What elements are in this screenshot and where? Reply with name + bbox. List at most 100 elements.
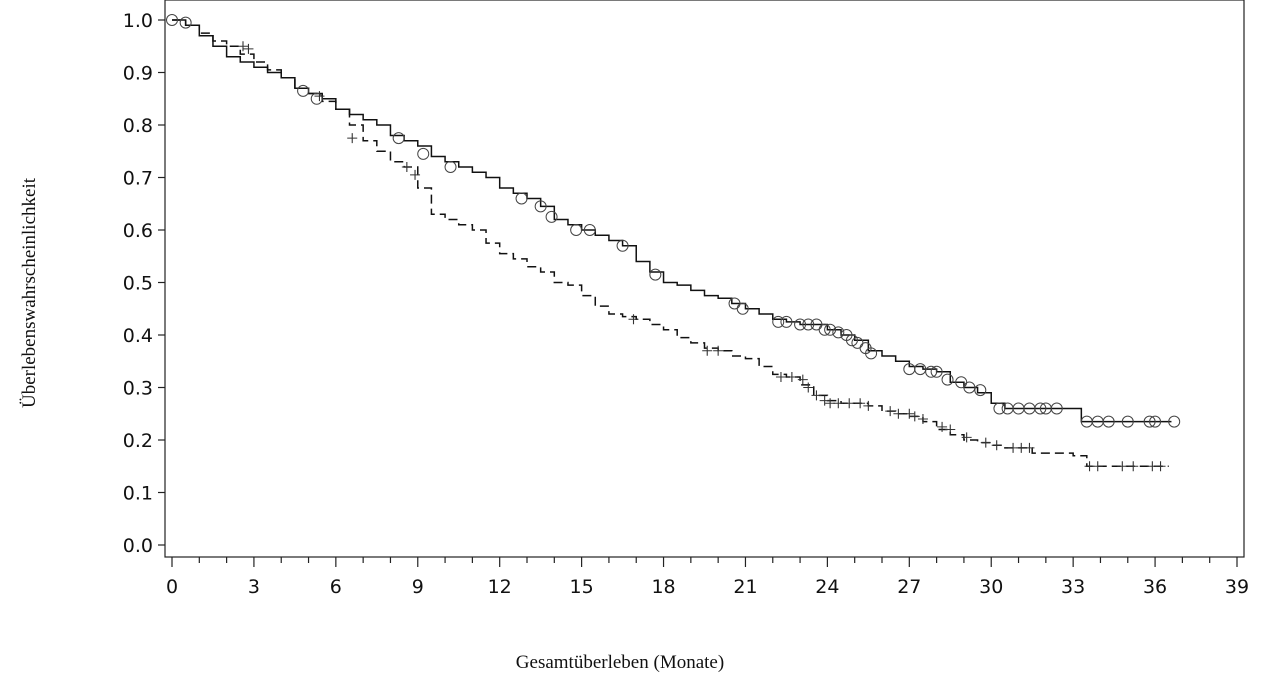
- x-tick-label: 21: [733, 576, 757, 598]
- censor-plus-marker: [713, 345, 724, 356]
- censor-circle-marker: [417, 147, 430, 160]
- censor-plus-marker: [937, 421, 948, 432]
- censor-plus-marker: [844, 398, 855, 409]
- censor-circle-marker: [166, 14, 178, 26]
- censor-circle-marker: [444, 161, 457, 173]
- censor-plus-marker: [238, 41, 248, 52]
- censor-plus-marker: [1128, 461, 1139, 472]
- censor-circle-marker: [974, 384, 987, 397]
- y-tick-label: 0.0: [123, 535, 153, 557]
- y-tick-label: 0.3: [123, 378, 153, 400]
- censor-plus-marker: [917, 414, 928, 424]
- censor-plus-marker: [243, 43, 254, 54]
- censor-plus-marker: [961, 432, 972, 443]
- censor-circle-marker: [616, 239, 629, 252]
- plot-frame: [164, 0, 1245, 558]
- series-line-2: [172, 19, 1169, 467]
- censor-plus-marker: [803, 382, 814, 393]
- x-tick-label: 9: [412, 576, 424, 598]
- y-tick-label: 0.4: [123, 325, 153, 347]
- censor-circle-marker: [794, 318, 807, 331]
- censor-circle-marker: [824, 323, 837, 336]
- censor-plus-marker: [1117, 461, 1128, 472]
- x-tick-label: 27: [897, 576, 921, 598]
- censor-circle-marker: [570, 224, 583, 236]
- censor-circle-marker: [845, 334, 858, 347]
- censor-circle-marker: [736, 302, 749, 315]
- censor-circle-marker: [1121, 415, 1134, 428]
- x-tick-label: 15: [570, 576, 594, 598]
- y-tick-label: 0.1: [123, 483, 153, 505]
- y-tick-label: 0.8: [123, 115, 153, 137]
- censor-plus-marker: [797, 374, 808, 385]
- censor-circle-marker: [179, 16, 192, 29]
- censor-circle-marker: [1168, 415, 1181, 428]
- censor-plus-marker: [702, 345, 713, 356]
- x-tick-label: 30: [979, 576, 1003, 598]
- y-tick-label: 0.9: [123, 63, 153, 85]
- censor-circle-marker: [772, 315, 785, 328]
- censor-plus-marker: [401, 162, 412, 172]
- censor-plus-marker: [410, 169, 421, 180]
- censor-circle-marker: [832, 326, 845, 339]
- x-tick-label: 6: [330, 576, 342, 598]
- censor-circle-marker: [914, 363, 927, 376]
- censor-circle-marker: [925, 365, 938, 378]
- censor-plus-marker: [855, 398, 866, 409]
- y-tick-label: 0.5: [123, 273, 153, 295]
- censor-plus-marker: [945, 424, 956, 435]
- censor-plus-marker: [347, 133, 358, 144]
- censor-plus-marker: [819, 395, 830, 406]
- x-tick-label: 18: [651, 576, 675, 598]
- censor-circle-marker: [545, 210, 558, 223]
- x-tick-label: 12: [488, 576, 512, 598]
- censor-circle-marker: [780, 315, 793, 328]
- censor-circle-marker: [310, 92, 323, 105]
- censor-plus-marker: [1024, 442, 1035, 453]
- censor-plus-marker: [786, 372, 797, 382]
- censor-circle-marker: [802, 318, 815, 331]
- censor-plus-marker: [893, 408, 904, 419]
- censor-plus-marker: [628, 314, 639, 325]
- censor-circle-marker: [1034, 402, 1047, 415]
- censor-circle-marker: [818, 323, 831, 336]
- x-tick-label: 36: [1143, 576, 1167, 598]
- series-layer: [172, 19, 1172, 467]
- y-tick-label: 0.7: [123, 168, 153, 190]
- censor-circle-marker: [392, 132, 405, 145]
- censor-plus-marker: [1155, 461, 1166, 472]
- censor-circle-marker: [515, 192, 528, 205]
- censor-plus-marker: [904, 408, 915, 419]
- censor-plus-marker: [775, 372, 786, 382]
- censor-plus-marker: [885, 406, 896, 417]
- censor-plus-marker: [811, 390, 822, 401]
- censor-circle-marker: [930, 365, 943, 378]
- censor-circle-marker: [1149, 415, 1162, 428]
- series-line-1: [172, 19, 1172, 423]
- x-tick-label: 24: [815, 576, 839, 598]
- censor-circle-marker: [963, 381, 976, 394]
- x-tick-label: 39: [1225, 576, 1249, 598]
- x-tick-label: 33: [1061, 576, 1085, 598]
- censor-circle-marker: [993, 402, 1006, 415]
- censor-circle-marker: [534, 200, 547, 213]
- censor-plus-marker: [314, 91, 325, 102]
- x-axis-title: Gesamtüberleben (Monate): [516, 652, 724, 673]
- censor-plus-marker: [909, 411, 920, 422]
- censor-circle-marker: [941, 373, 954, 386]
- censor-plus-marker: [863, 400, 874, 411]
- y-tick-label: 0.2: [123, 430, 153, 452]
- censor-circle-marker: [297, 84, 310, 97]
- censor-plus-marker: [991, 440, 1002, 451]
- y-axis: 0.0 0.1 0.2 0.3 0.4 0.5 0.6 0.7 0.8 0.9 1.0: [123, 10, 165, 557]
- censor-plus-marker: [1092, 461, 1103, 472]
- censor-plus-marker: [980, 437, 991, 448]
- censor-circle-marker: [649, 268, 662, 281]
- censor-circle-marker: [1050, 402, 1063, 415]
- censor-circle-marker: [1143, 415, 1156, 428]
- y-axis-title: Überlebenswahrscheinlichkeit: [19, 177, 40, 408]
- censor-circle-marker: [583, 224, 596, 236]
- censor-circle-marker: [1102, 415, 1115, 428]
